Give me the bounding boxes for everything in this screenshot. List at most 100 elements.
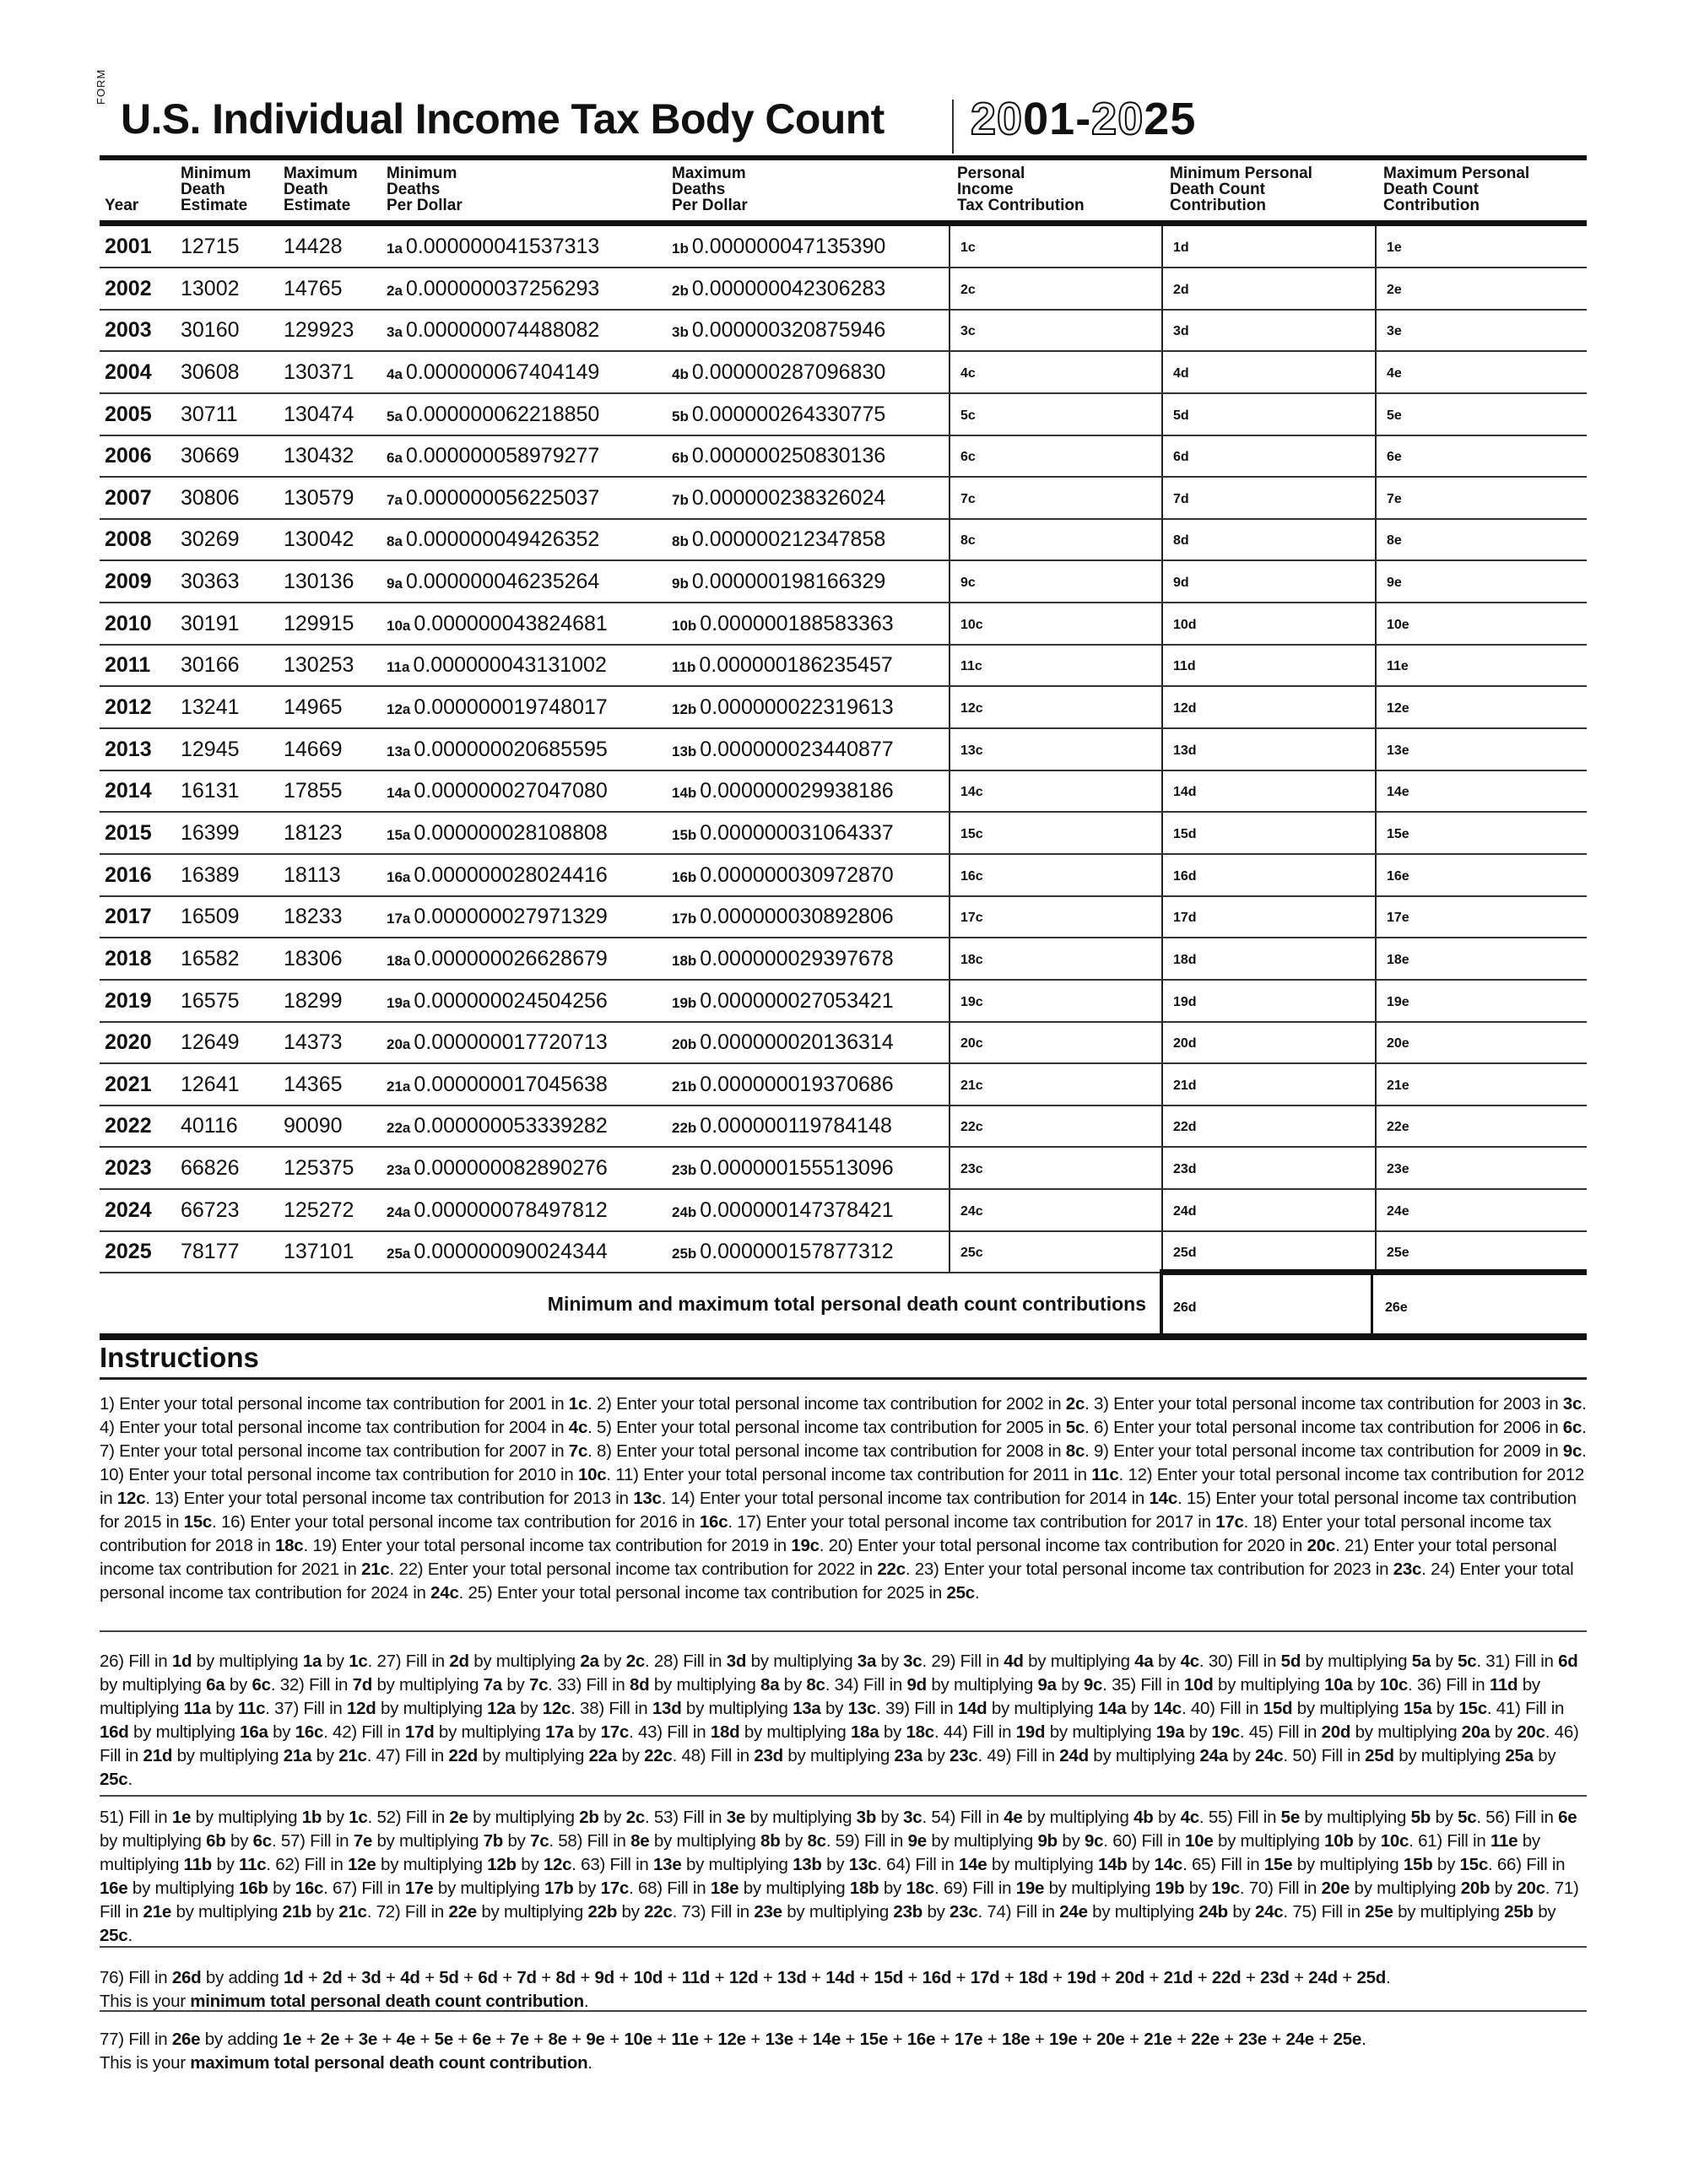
instruction-text: by	[573, 1722, 601, 1742]
per-dollar-value: 0.000000198166329	[691, 570, 886, 594]
tax-contribution-field[interactable]: 17c	[949, 896, 1161, 938]
min-death-count-field[interactable]: 16d	[1161, 854, 1375, 895]
field-reference: 5c	[1458, 1808, 1477, 1827]
tax-contribution-field[interactable]: 7c	[949, 477, 1161, 518]
min-death-count-field[interactable]: 1d	[1161, 226, 1375, 267]
max-death-count-field[interactable]: 11e	[1375, 645, 1587, 686]
min-death-count-field[interactable]: 8d	[1161, 519, 1375, 560]
total-min-field[interactable]: 26d	[1160, 1269, 1373, 1335]
max-death-count-field[interactable]: 25e	[1375, 1231, 1587, 1273]
min-death-count-field[interactable]: 5d	[1161, 393, 1375, 435]
max-death-count-field[interactable]: 19e	[1375, 980, 1587, 1021]
max-death-count-field[interactable]: 23e	[1375, 1148, 1587, 1189]
min-death-count-field[interactable]: 22d	[1161, 1106, 1375, 1147]
max-death-count-field[interactable]: 4e	[1375, 351, 1587, 392]
tax-contribution-field[interactable]: 14c	[949, 770, 1161, 812]
max-death-count-field[interactable]: 9e	[1375, 561, 1587, 603]
per-dollar-value: 0.000000043131002	[413, 653, 607, 678]
field-label: 23d	[1173, 1162, 1197, 1177]
field-reference: 23c	[950, 1746, 978, 1765]
min-death-count-field[interactable]: 25d	[1161, 1231, 1375, 1273]
tax-contribution-field[interactable]: 3c	[949, 310, 1161, 351]
min-death-count-field[interactable]: 10d	[1161, 603, 1375, 644]
field-reference: 6d	[478, 1968, 498, 1987]
max-deaths-per-dollar: 18b 0.000000029397678	[672, 938, 894, 979]
min-death-count-field[interactable]: 13d	[1161, 728, 1375, 770]
max-death-count-field[interactable]: 16e	[1375, 854, 1587, 895]
max-death-count-field[interactable]: 18e	[1375, 938, 1587, 979]
instruction-text: by multiplying	[1044, 1879, 1155, 1898]
tax-contribution-field[interactable]: 1c	[949, 226, 1161, 267]
max-death-count-field[interactable]: 12e	[1375, 687, 1587, 728]
min-death-count-field[interactable]: 11d	[1161, 645, 1375, 686]
tax-contribution-field[interactable]: 25c	[949, 1231, 1161, 1273]
tax-contribution-field[interactable]: 4c	[949, 351, 1161, 392]
min-death-count-field[interactable]: 2d	[1161, 268, 1375, 309]
line-label: 15a	[387, 826, 411, 843]
min-death-count-field[interactable]: 3d	[1161, 310, 1375, 351]
tax-contribution-field[interactable]: 19c	[949, 980, 1161, 1021]
tax-contribution-field[interactable]: 13c	[949, 728, 1161, 770]
max-death-count-field[interactable]: 14e	[1375, 770, 1587, 812]
max-death-count-field[interactable]: 13e	[1375, 728, 1587, 770]
tax-contribution-field[interactable]: 16c	[949, 854, 1161, 895]
min-death-count-field[interactable]: 6d	[1161, 435, 1375, 477]
max-death-count-field[interactable]: 6e	[1375, 435, 1587, 477]
tax-contribution-field[interactable]: 9c	[949, 561, 1161, 603]
instruction-text: . 11) Enter your total personal income t…	[606, 1465, 1092, 1484]
total-max-field[interactable]: 26e	[1375, 1269, 1587, 1335]
tax-contribution-field[interactable]: 15c	[949, 812, 1161, 853]
tax-contribution-field[interactable]: 2c	[949, 268, 1161, 309]
tax-contribution-field[interactable]: 20c	[949, 1022, 1161, 1063]
field-label: 15c	[960, 826, 983, 841]
field-reference: 7a	[483, 1675, 503, 1695]
tax-contribution-field[interactable]: 18c	[949, 938, 1161, 979]
table-row: 2004 30608 130371 4a 0.000000067404149 4b 0.00…	[100, 351, 1587, 394]
tax-contribution-field[interactable]: 8c	[949, 519, 1161, 560]
tax-contribution-field[interactable]: 22c	[949, 1106, 1161, 1147]
per-dollar-value: 0.000000119784148	[700, 1114, 892, 1138]
max-death-count-field[interactable]: 21e	[1375, 1063, 1587, 1105]
instruction-text: by multiplying	[468, 1808, 580, 1827]
min-deaths-per-dollar: 5a 0.000000062218850	[387, 394, 599, 435]
min-death-count-field[interactable]: 12d	[1161, 687, 1375, 728]
instruction-text: . 2) Enter your total personal income ta…	[587, 1394, 1066, 1414]
tax-contribution-field[interactable]: 23c	[949, 1148, 1161, 1189]
max-death-count-field[interactable]: 7e	[1375, 477, 1587, 518]
min-death-count-field[interactable]: 23d	[1161, 1148, 1375, 1189]
max-death-count-field[interactable]: 22e	[1375, 1106, 1587, 1147]
tax-contribution-field[interactable]: 6c	[949, 435, 1161, 477]
min-death-count-field[interactable]: 4d	[1161, 351, 1375, 392]
min-death-count-field[interactable]: 17d	[1161, 896, 1375, 938]
field-reference: 20e	[1321, 1879, 1350, 1898]
min-death-count-field[interactable]: 19d	[1161, 980, 1375, 1021]
max-death-count-field[interactable]: 10e	[1375, 603, 1587, 644]
min-death-count-field[interactable]: 15d	[1161, 812, 1375, 853]
tax-contribution-field[interactable]: 5c	[949, 393, 1161, 435]
max-death-count-field[interactable]: 3e	[1375, 310, 1587, 351]
min-death-count-field[interactable]: 7d	[1161, 477, 1375, 518]
field-reference: 25c	[100, 1926, 128, 1945]
max-death-count-field[interactable]: 5e	[1375, 393, 1587, 435]
min-death-count-field[interactable]: 20d	[1161, 1022, 1375, 1063]
min-death-count-field[interactable]: 14d	[1161, 770, 1375, 812]
tax-contribution-field[interactable]: 21c	[949, 1063, 1161, 1105]
tax-contribution-field[interactable]: 11c	[949, 645, 1161, 686]
line-label: 5a	[387, 408, 403, 424]
instruction-text: +	[652, 2030, 672, 2049]
tax-contribution-field[interactable]: 12c	[949, 687, 1161, 728]
max-death-count-field[interactable]: 17e	[1375, 896, 1587, 938]
min-death-count-field[interactable]: 9d	[1161, 561, 1375, 603]
max-death-count-field[interactable]: 2e	[1375, 268, 1587, 309]
max-death-count-field[interactable]: 20e	[1375, 1022, 1587, 1063]
line-label: 20b	[672, 1036, 697, 1053]
tax-contribution-field[interactable]: 10c	[949, 603, 1161, 644]
min-death-count-field[interactable]: 21d	[1161, 1063, 1375, 1105]
max-death-count-field[interactable]: 15e	[1375, 812, 1587, 853]
max-death-count-field[interactable]: 1e	[1375, 226, 1587, 267]
min-death-count-field[interactable]: 18d	[1161, 938, 1375, 979]
min-death-count-field[interactable]: 24d	[1161, 1189, 1375, 1230]
max-death-count-field[interactable]: 8e	[1375, 519, 1587, 560]
max-death-count-field[interactable]: 24e	[1375, 1189, 1587, 1230]
tax-contribution-field[interactable]: 24c	[949, 1189, 1161, 1230]
